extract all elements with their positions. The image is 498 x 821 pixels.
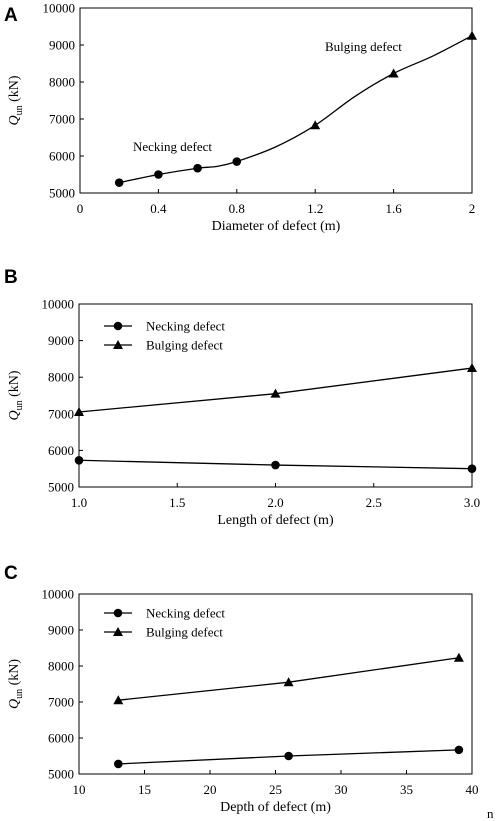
legend-marker-circle	[113, 321, 123, 331]
data-point-circle	[467, 464, 477, 474]
legend-label: Necking defect	[146, 606, 225, 621]
legend-label: Necking defect	[146, 319, 225, 334]
data-point-triangle	[467, 30, 477, 40]
x-tick-label: 0.4	[150, 201, 167, 216]
data-point-circle	[454, 745, 464, 755]
data-point-triangle	[74, 406, 84, 416]
y-tick-label: 9000	[48, 333, 74, 348]
y-tick-label: 5000	[49, 186, 75, 201]
annotation-label: Bulging defect	[325, 39, 402, 54]
y-tick-label: 5000	[48, 767, 74, 782]
data-point-circle	[193, 163, 202, 173]
x-tick-label: 30	[335, 782, 348, 797]
data-point-triangle	[467, 363, 477, 373]
x-axis-label: Length of defect (m)	[217, 513, 334, 528]
y-tick-label: 10000	[43, 1, 76, 16]
panel-letter: B	[4, 267, 18, 288]
x-axis-label: Diameter of defect (m)	[212, 219, 341, 234]
y-tick-label: 8000	[48, 370, 74, 385]
y-tick-label: 6000	[48, 443, 74, 458]
y-tick-label: 8000	[48, 659, 74, 674]
legend-label: Bulging defect	[146, 338, 223, 353]
data-point-triangle	[310, 120, 321, 130]
y-axis-label: Qun (kN)	[7, 370, 25, 420]
x-tick-label: 1.2	[307, 201, 323, 216]
y-tick-label: 7000	[48, 695, 74, 710]
y-tick-label: 10000	[42, 587, 75, 602]
y-tick-label: 6000	[48, 731, 74, 746]
y-tick-label: 6000	[49, 149, 75, 164]
y-tick-label: 7000	[49, 112, 75, 127]
x-tick-label: 1.0	[71, 495, 87, 510]
legend-marker-circle	[113, 608, 123, 618]
data-point-triangle	[388, 68, 399, 78]
chart-panel-a: A 5000 6000 7000 8000 9000 10000 0 0.4 0.8 1.2 1.6 2…	[4, 1, 477, 234]
data-point-circle	[232, 157, 242, 166]
y-tick-label: 9000	[48, 623, 74, 638]
x-tick-label: 0.8	[229, 201, 245, 216]
chart-panel-c: C 5000 6000 7000 8000 9000 10000 10 15 20 25 30 35 40…	[4, 563, 494, 821]
chart-panel-b: B 5000 6000 7000 8000 9000 10000 1.0 1.5 2.0 2.5 3.…	[4, 267, 480, 528]
data-point-circle	[284, 751, 293, 761]
x-tick-label: 1.6	[385, 201, 402, 216]
x-tick-label: 35	[400, 782, 413, 797]
y-axis-label: Qun (kN)	[7, 75, 25, 125]
x-tick-label: 10	[73, 782, 86, 797]
data-point-triangle	[283, 677, 294, 687]
plot-frame	[79, 7, 473, 194]
legend: Necking defect Bulging defect	[104, 319, 225, 353]
y-tick-label: 5000	[48, 480, 74, 495]
y-axis-label: Qun (kN)	[7, 659, 25, 709]
x-tick-label: 0	[77, 201, 84, 216]
x-tick-label: 40	[466, 782, 479, 797]
x-tick-label: 1.5	[169, 495, 185, 510]
panel-letter: A	[4, 5, 18, 26]
legend: Necking defect Bulging defect	[104, 606, 225, 640]
data-point-circle	[154, 170, 163, 179]
y-tick-label: 8000	[49, 75, 75, 90]
series-curve	[119, 35, 473, 184]
annotation-label: Necking defect	[133, 139, 212, 154]
x-tick-label: 25	[269, 782, 282, 797]
y-tick-label: 9000	[49, 38, 75, 53]
data-point-triangle	[270, 388, 281, 398]
x-tick-label: 3.0	[464, 495, 480, 510]
y-tick-label: 10000	[42, 297, 75, 312]
x-tick-label: 2	[469, 201, 476, 216]
data-point-triangle	[113, 695, 124, 705]
legend-marker-triangle	[113, 627, 123, 636]
x-tick-label: 2.5	[366, 495, 382, 510]
x-tick-label: 15	[138, 782, 151, 797]
data-point-circle	[74, 455, 84, 465]
panel-letter: C	[4, 563, 18, 584]
data-point-circle	[114, 759, 123, 769]
legend-label: Bulging defect	[146, 625, 223, 640]
data-point-circle	[114, 178, 124, 187]
x-axis-label: Depth of defect (m)	[220, 800, 331, 815]
data-point-triangle	[453, 652, 464, 662]
data-point-circle	[271, 460, 280, 470]
stray-text: n	[487, 806, 494, 821]
legend-marker-triangle	[113, 340, 123, 349]
x-tick-label: 20	[204, 782, 217, 797]
y-tick-label: 7000	[48, 406, 74, 421]
x-tick-label: 2.0	[267, 495, 283, 510]
